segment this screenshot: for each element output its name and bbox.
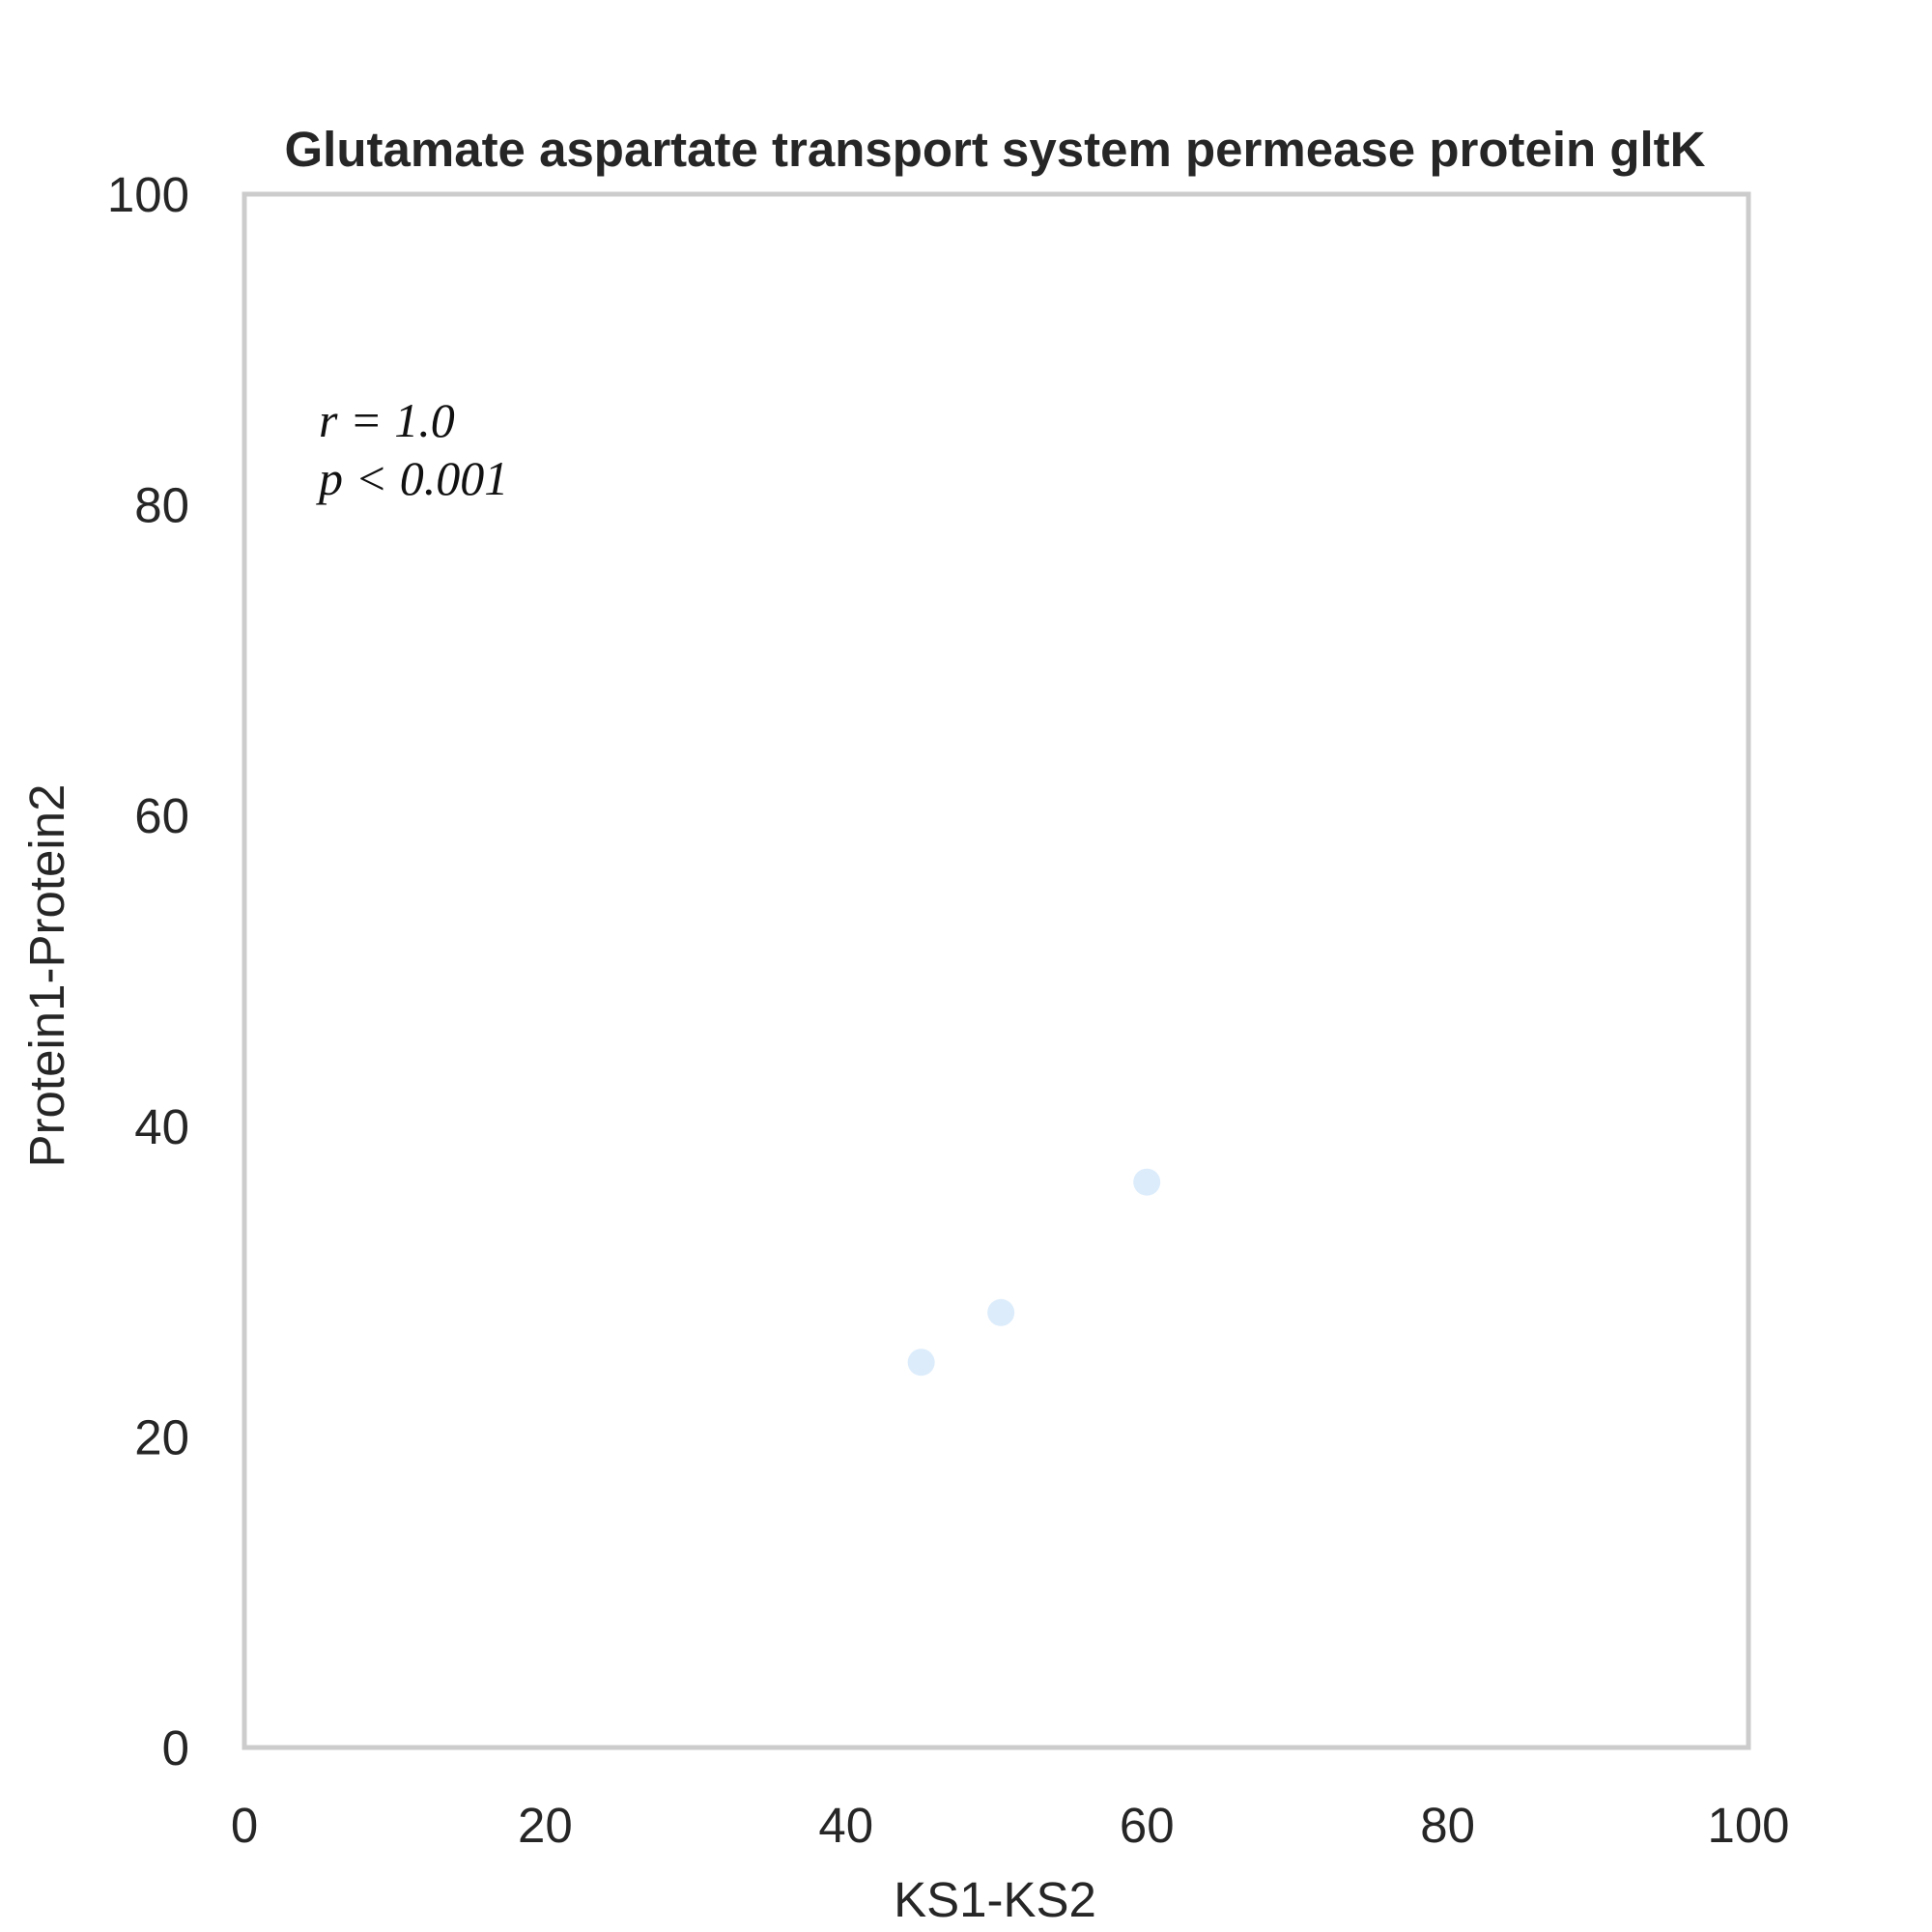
x-tick-label: 0 — [231, 1798, 258, 1853]
x-tick-label: 100 — [1707, 1798, 1789, 1853]
data-point — [987, 1298, 1015, 1326]
correlation-r-annotation: r = 1.0 — [319, 393, 455, 447]
plot-area-frame — [242, 191, 1751, 1750]
p-value-annotation: p < 0.001 — [316, 451, 508, 505]
y-tick-label: 80 — [134, 478, 189, 533]
y-axis-label: Protein1-Protein2 — [19, 784, 74, 1168]
x-tick-label: 60 — [1120, 1798, 1175, 1853]
y-tick-label: 100 — [107, 167, 189, 222]
y-tick-label: 60 — [134, 788, 189, 843]
chart-title: Glutamate aspartate transport system per… — [285, 122, 1706, 177]
x-tick-label: 20 — [518, 1798, 573, 1853]
y-tick-label: 40 — [134, 1099, 189, 1154]
x-tick-label: 40 — [818, 1798, 873, 1853]
x-axis-label: KS1-KS2 — [894, 1872, 1096, 1927]
y-tick-labels: 0 20 40 60 80 100 — [107, 167, 189, 1776]
y-tick-label: 20 — [134, 1409, 189, 1464]
data-point — [907, 1349, 935, 1377]
x-tick-label: 80 — [1420, 1798, 1475, 1853]
x-tick-labels: 0 20 40 60 80 100 — [231, 1798, 1790, 1853]
data-point — [1133, 1168, 1161, 1196]
y-tick-label: 0 — [162, 1720, 189, 1776]
data-points — [907, 1168, 1161, 1377]
